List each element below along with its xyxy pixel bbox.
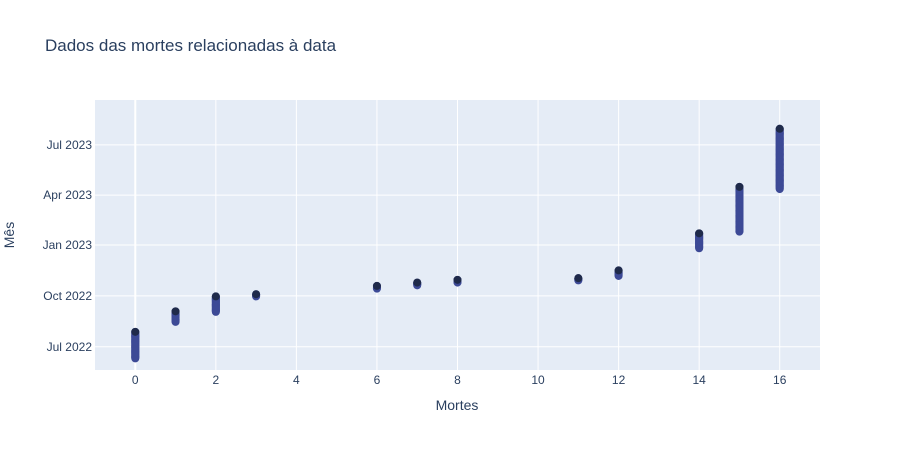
x-tick-label: 14 [692,373,706,387]
point-cluster [211,292,220,316]
x-tick-label: 8 [454,373,461,387]
point-cluster [695,229,704,253]
point-cluster [372,281,381,293]
data-point [131,327,140,336]
y-tick-label: Jan 2023 [43,238,93,252]
point-cluster [252,290,261,301]
data-points [131,124,784,363]
x-tick-label: 16 [773,373,787,387]
x-tick-label: 6 [374,373,381,387]
x-tick-label: 10 [531,373,545,387]
y-axis-ticks: Jul 2022 Oct 2022 Jan 2023 Apr 2023 Jul 2023 [43,138,93,354]
point-cluster [131,327,140,363]
chart-title: Dados das mortes relacionadas à data [45,36,337,55]
point-cluster [574,274,583,285]
x-tick-label: 4 [293,373,300,387]
data-point [252,290,261,299]
data-point [695,229,704,238]
x-tick-label: 0 [132,373,139,387]
y-tick-label: Oct 2022 [43,289,92,303]
y-axis-title: Mês [1,222,17,248]
data-point [453,275,462,284]
x-tick-label: 2 [212,373,219,387]
data-point [775,124,784,133]
data-point [614,266,623,275]
y-tick-label: Jul 2023 [47,138,93,152]
y-tick-label: Jul 2022 [47,340,93,354]
data-point [171,307,180,316]
point-cluster [614,266,623,280]
point-cluster [413,278,422,290]
data-point [735,182,744,191]
y-tick-label: Apr 2023 [43,188,92,202]
x-axis-ticks: 0 2 4 6 8 10 12 14 16 [132,373,787,387]
point-cluster [775,124,784,194]
data-point [413,278,422,287]
x-axis-title: Mortes [436,397,479,413]
data-point [211,292,220,301]
data-point [574,274,583,283]
x-tick-label: 12 [612,373,626,387]
point-cluster [171,307,180,326]
point-cluster [453,275,462,287]
point-cluster [735,182,744,236]
data-point [372,281,381,290]
